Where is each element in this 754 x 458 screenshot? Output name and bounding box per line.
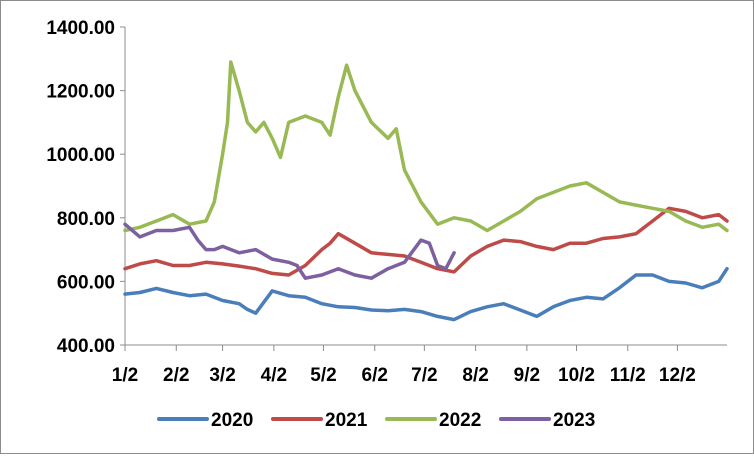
y-tick-labels: 400.00 600.00 800.00 1000.00 1200.00 1400.00 (46, 18, 115, 357)
axes (120, 26, 727, 351)
y-tick-label: 1400.00 (46, 18, 115, 39)
x-tick-label: 11/2 (610, 365, 646, 386)
x-tick-label: 8/2 (462, 365, 488, 386)
x-tick-label: 2/2 (163, 365, 189, 386)
x-tick-label: 5/2 (310, 365, 336, 386)
legend-label-2021: 2021 (325, 410, 368, 431)
y-tick-label: 800.00 (57, 209, 115, 230)
y-tick-label: 600.00 (57, 272, 115, 293)
x-tick-label: 3/2 (209, 365, 235, 386)
series-lines (123, 60, 729, 322)
series-line-2022 (123, 60, 729, 233)
legend: 2020 2021 2022 2023 (157, 410, 595, 431)
x-tick-label: 7/2 (411, 365, 437, 386)
legend-label-2020: 2020 (211, 410, 253, 431)
x-tick-label: 9/2 (514, 365, 540, 386)
x-tick-label: 4/2 (261, 365, 287, 386)
x-tick-labels: 1/2 2/2 3/2 4/2 5/2 6/2 7/2 8/2 9/2 10/2 11/2 12/2 (112, 365, 696, 386)
y-tick-label: 400.00 (57, 336, 115, 357)
x-tick-label: 12/2 (659, 365, 696, 386)
legend-label-2022: 2022 (439, 410, 481, 431)
series-line-2020 (123, 266, 729, 322)
x-tick-label: 6/2 (362, 365, 388, 386)
series-line-2023 (123, 222, 456, 280)
legend-label-2023: 2023 (553, 410, 595, 431)
x-tick-label: 1/2 (112, 365, 138, 386)
x-tick-label: 10/2 (558, 365, 595, 386)
series-line-2021 (123, 206, 729, 277)
y-tick-label: 1200.00 (46, 82, 115, 103)
y-tick-label: 1000.00 (46, 145, 115, 166)
